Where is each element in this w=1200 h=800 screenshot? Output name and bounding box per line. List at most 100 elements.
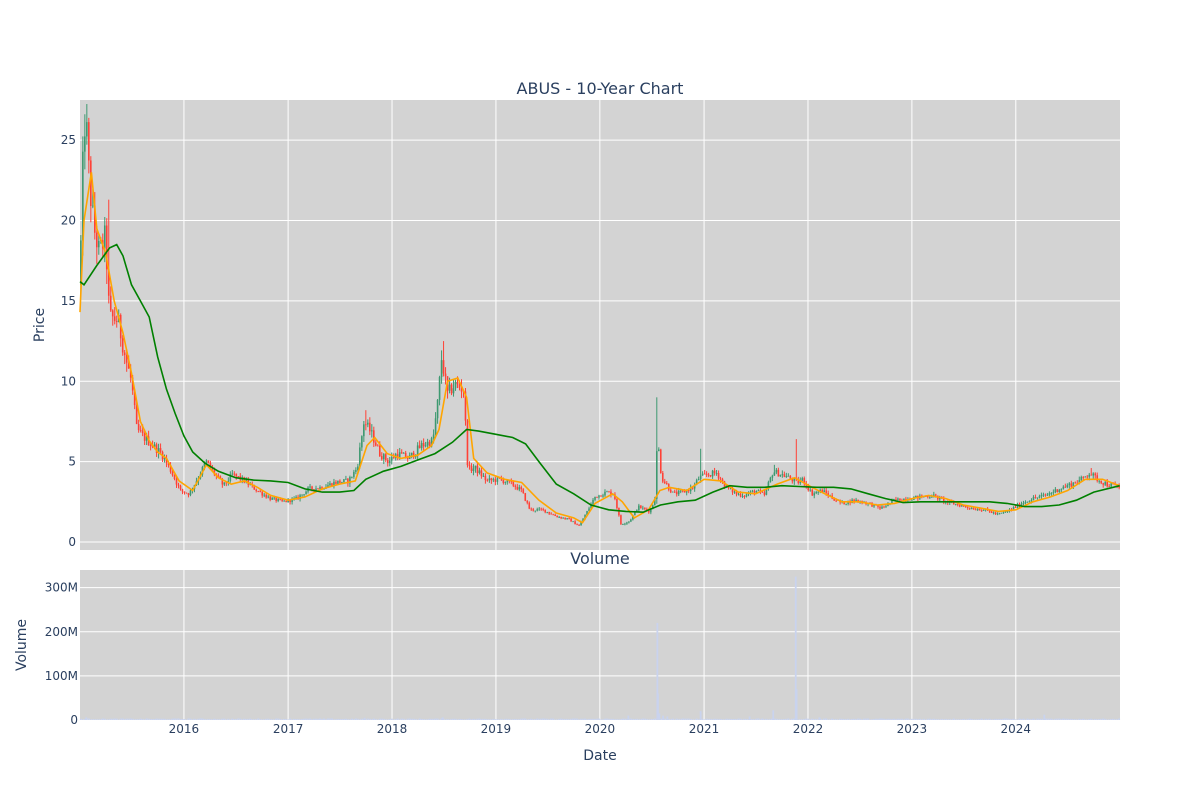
- volume-bar: [283, 718, 286, 720]
- candle-body: [1034, 497, 1037, 498]
- volume-bar: [291, 719, 293, 720]
- volume-bar: [580, 718, 582, 720]
- volume-bar: [789, 719, 792, 720]
- candle-body: [113, 316, 116, 321]
- volume-bar: [641, 718, 644, 720]
- volume-bar: [970, 718, 973, 720]
- volume-bar: [803, 718, 806, 720]
- candle-body: [177, 484, 180, 486]
- volume-bar: [713, 718, 716, 720]
- volume-bar: [536, 718, 539, 720]
- price-y-tick-label: 25: [61, 133, 76, 147]
- volume-bar: [701, 718, 704, 720]
- candle-body: [167, 462, 170, 466]
- volume-bar: [508, 718, 511, 720]
- volume-bar: [428, 718, 431, 720]
- volume-bar: [358, 719, 361, 720]
- x-tick-label: 2018: [377, 722, 408, 736]
- volume-bar: [727, 718, 730, 720]
- candle-body: [365, 424, 367, 426]
- volume-bar: [683, 718, 686, 720]
- volume-bar: [370, 719, 373, 720]
- volume-bar: [956, 719, 959, 720]
- candle-body: [1022, 503, 1025, 504]
- volume-bar: [518, 719, 521, 720]
- volume-bar: [905, 718, 907, 720]
- candle-body: [968, 507, 971, 509]
- volume-bar: [631, 718, 634, 720]
- volume-bar: [777, 719, 780, 720]
- candle-body: [1088, 474, 1091, 477]
- candle-body: [604, 491, 606, 496]
- candle-body: [729, 487, 732, 489]
- volume-bar: [562, 718, 565, 720]
- volume-bar: [620, 719, 622, 720]
- volume-bar: [229, 719, 232, 720]
- volume-bar: [829, 719, 832, 720]
- candle-body: [528, 502, 531, 509]
- volume-bar: [875, 718, 877, 720]
- volume-bar: [717, 719, 720, 720]
- candle-body: [386, 459, 389, 464]
- volume-bar: [721, 719, 724, 720]
- candle-body: [996, 513, 999, 515]
- volume-bar: [572, 718, 574, 720]
- volume-bar: [809, 719, 812, 720]
- candle-body: [273, 497, 275, 499]
- candle-body: [530, 508, 533, 510]
- volume-bar: [871, 719, 873, 720]
- volume-bar: [783, 718, 786, 720]
- volume-bar: [831, 718, 834, 720]
- volume-bar: [825, 718, 828, 720]
- candle-body: [628, 521, 630, 523]
- volume-bar: [299, 719, 301, 720]
- candle-body: [735, 491, 738, 495]
- volume-bar: [339, 719, 341, 720]
- candle-body: [673, 491, 676, 493]
- candle-body: [428, 441, 431, 447]
- candle-body: [123, 352, 126, 355]
- volume-bar: [1022, 718, 1025, 720]
- candle-body: [779, 474, 782, 477]
- volume-bar: [1048, 718, 1051, 720]
- candle-body: [253, 485, 256, 490]
- candle-body: [988, 510, 991, 512]
- volume-bar: [239, 718, 242, 720]
- candle-body: [149, 445, 152, 447]
- volume-bar: [992, 719, 995, 720]
- volume-bar: [520, 718, 523, 720]
- candle-body: [452, 388, 455, 394]
- volume-bar: [920, 719, 923, 720]
- candle-body: [538, 508, 541, 510]
- volume-bar: [942, 719, 945, 720]
- volume-bar: [1114, 719, 1117, 720]
- candle-body: [349, 476, 351, 484]
- volume-bar: [151, 719, 154, 720]
- volume-bar: [763, 719, 766, 720]
- candle-body: [109, 295, 112, 311]
- candle-body: [357, 466, 359, 471]
- volume-bar: [289, 718, 292, 720]
- volume-bar: [231, 718, 234, 720]
- volume-bar: [139, 718, 142, 720]
- volume-bar: [404, 719, 407, 720]
- candle-body: [111, 310, 114, 317]
- volume-bar: [914, 718, 917, 720]
- volume-bar: [1018, 718, 1021, 720]
- candle-body: [683, 490, 686, 493]
- candle-body: [1078, 480, 1081, 484]
- volume-bar: [651, 718, 654, 720]
- volume-bar: [982, 719, 985, 720]
- volume-bar: [881, 718, 883, 720]
- candle-body: [361, 436, 363, 448]
- candle-body: [1108, 486, 1110, 488]
- volume-bar: [544, 718, 547, 720]
- volume-bar: [968, 718, 971, 720]
- candle-body: [502, 479, 505, 483]
- volume-bar: [366, 718, 369, 720]
- volume-bar: [849, 719, 852, 720]
- volume-bar: [671, 718, 674, 720]
- volume-bar: [452, 718, 455, 720]
- volume-bar: [81, 719, 84, 720]
- candle-body: [1000, 512, 1003, 514]
